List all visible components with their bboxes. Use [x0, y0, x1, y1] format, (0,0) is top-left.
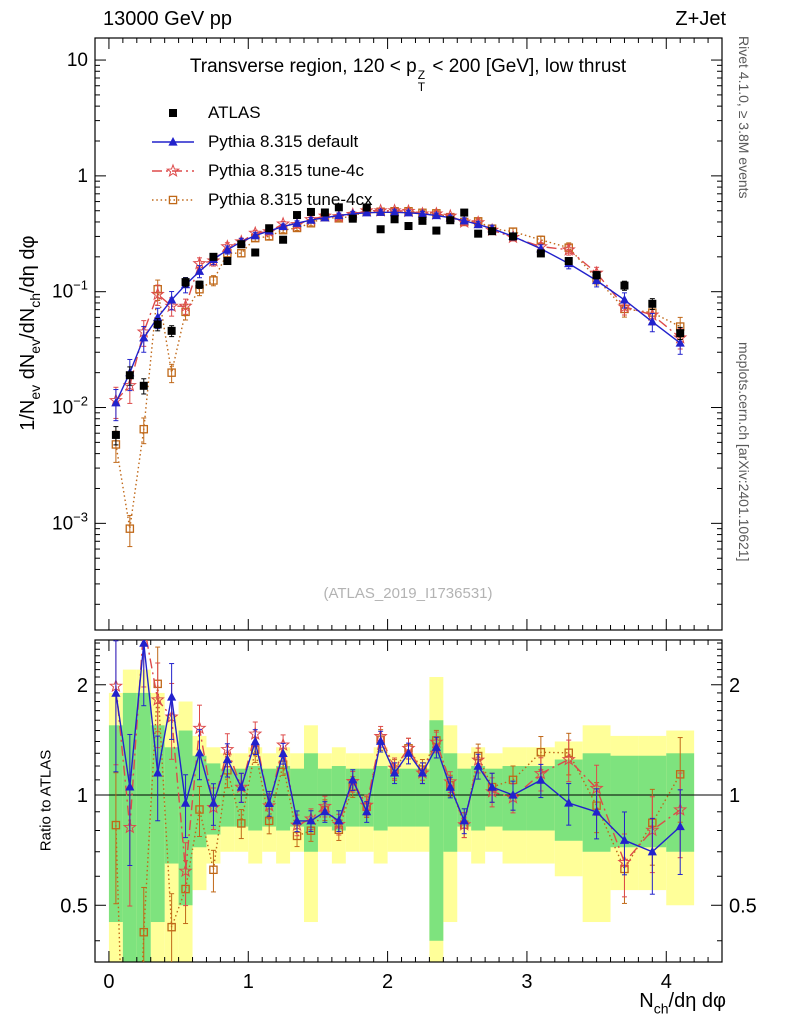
legend-label: Pythia 8.315 tune-4c: [208, 161, 364, 180]
svg-text:1: 1: [243, 971, 254, 993]
ratio-series-pythia-default: [111, 640, 685, 895]
legend-item-pythia-default: Pythia 8.315 default: [150, 132, 372, 152]
svg-text:0: 0: [103, 971, 114, 993]
plot-title-prefix: Transverse region, 120 < p: [189, 56, 417, 77]
legend-item-pythia-tune-4cx: Pythia 8.315 tune-4cx: [150, 190, 372, 210]
legend-label: Pythia 8.315 tune-4cx: [208, 190, 373, 209]
x-axis-label: Nch/dη dφ: [639, 990, 726, 1016]
svg-text:0.5: 0.5: [729, 895, 757, 917]
legend-marker-pythia-tune-4cx: [152, 195, 194, 205]
svg-text:10: 10: [67, 50, 88, 71]
legend-marker-pythia-default: [152, 137, 194, 146]
mcplots-reference-note: mcplots.cern.ch [arXiv:2401.10621]: [736, 342, 752, 562]
analysis-id-watermark: (ATLAS_2019_I1736531): [323, 585, 493, 602]
legend-item-atlas: ATLAS: [150, 103, 372, 123]
label-text: /dη dφ: [668, 990, 726, 1012]
label-subscript: ch: [27, 292, 44, 308]
legend-item-pythia-tune-4c: Pythia 8.315 tune-4c: [150, 161, 372, 181]
label-subscript: ch: [653, 1000, 669, 1017]
pt-subscript: T: [417, 80, 426, 95]
svg-text:1: 1: [77, 166, 88, 187]
svg-text:2: 2: [729, 675, 740, 697]
axes-frame: [94, 37, 723, 963]
legend-marker-atlas: [169, 109, 177, 117]
pt-superscript: Z: [417, 67, 426, 82]
legend: ATLAS Pythia 8.315 default Pythia 8.315 tu…: [150, 103, 372, 210]
label-text: N: [639, 990, 654, 1012]
label-text: 1/N: [16, 399, 39, 431]
svg-text:4: 4: [661, 971, 672, 993]
legend-marker-pythia-tune-4c: [152, 163, 194, 178]
header-beam-energy: 13000 GeV pp: [103, 8, 232, 30]
legend-label: ATLAS: [208, 103, 261, 122]
label-text: dN: [16, 353, 39, 385]
label-text: /dη dφ: [16, 235, 39, 293]
series-atlas: [111, 203, 685, 446]
svg-text:2: 2: [77, 675, 88, 697]
series-pythia-default: [111, 207, 685, 422]
svg-text:10−1: 10−1: [52, 278, 88, 303]
label-text: /dN: [16, 307, 39, 339]
header-process: Z+Jet: [675, 8, 726, 30]
svg-text:10−3: 10−3: [52, 509, 88, 534]
series-pythia-tune-4cx: [111, 206, 685, 548]
svg-text:3: 3: [521, 971, 532, 993]
svg-text:0.5: 0.5: [60, 895, 88, 917]
svg-text:10−2: 10−2: [52, 394, 88, 419]
ratio-axis-label: Ratio to ATLAS: [37, 749, 55, 852]
label-subscript: ev: [27, 384, 44, 400]
series-pythia-tune-4c: [108, 203, 688, 419]
svg-text:2: 2: [382, 971, 393, 993]
label-subscript: ev: [27, 338, 44, 354]
plot-title-suffix: < 200 [GeV], low thrust: [427, 56, 627, 77]
svg-text:1: 1: [77, 785, 88, 807]
rivet-version-note: Rivet 4.1.0, ≥ 3.8M events: [736, 36, 752, 199]
svg-text:1: 1: [729, 785, 740, 807]
y-axis-label: 1/Nev dNev/dNch/dη dφ: [17, 33, 43, 633]
legend-label: Pythia 8.315 default: [208, 132, 359, 151]
